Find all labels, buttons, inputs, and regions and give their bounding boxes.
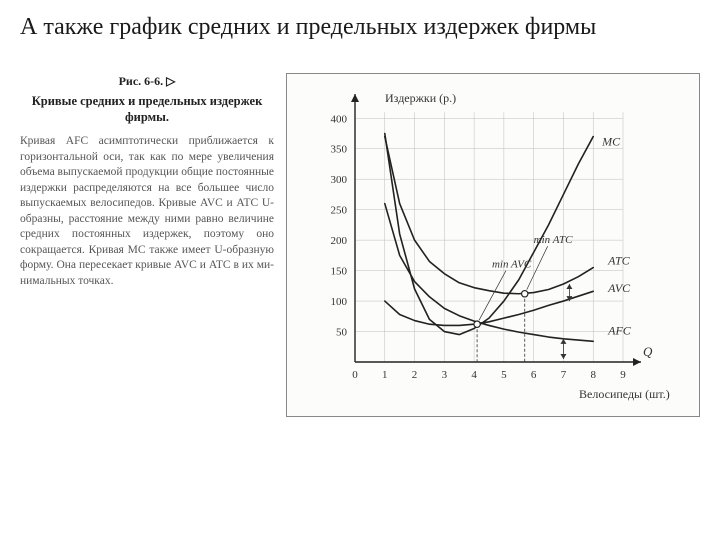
figure-caption: Кривые средних и предельных издержек фир… (20, 93, 274, 127)
chart-container: 0 1 2 3 4 5 6 7 8 9 50 100 150 200 250 300 350 400 Издержк… (286, 73, 700, 417)
cost-curves-chart: 0 1 2 3 4 5 6 7 8 9 50 100 150 200 250 300 350 400 Издержк… (303, 80, 683, 410)
figure-body: Кривая AFC асимптотически приближается к… (20, 134, 274, 289)
svg-text:200: 200 (331, 235, 348, 247)
svg-text:AVC: AVC (607, 281, 631, 295)
svg-text:8: 8 (590, 369, 596, 381)
svg-text:3: 3 (442, 369, 448, 381)
page-title: А также график средних и предельных изде… (20, 14, 700, 41)
svg-text:9: 9 (620, 369, 626, 381)
svg-text:350: 350 (331, 144, 348, 156)
svg-text:100: 100 (331, 296, 348, 308)
svg-text:0: 0 (352, 369, 358, 381)
svg-text:250: 250 (331, 205, 348, 217)
svg-text:min ATC: min ATC (534, 234, 573, 246)
svg-text:50: 50 (336, 327, 348, 339)
svg-text:Издержки (р.): Издержки (р.) (385, 91, 456, 105)
svg-text:300: 300 (331, 174, 348, 186)
svg-text:AFC: AFC (607, 324, 632, 338)
svg-text:2: 2 (412, 369, 418, 381)
svg-text:Велосипеды (шт.): Велосипеды (шт.) (579, 387, 670, 401)
svg-text:150: 150 (331, 266, 348, 278)
svg-text:ATC: ATC (607, 254, 631, 268)
svg-text:5: 5 (501, 369, 507, 381)
figure-label: Рис. 6-6. ▷ (119, 74, 176, 88)
svg-text:Q: Q (643, 344, 653, 359)
svg-text:400: 400 (331, 113, 348, 125)
svg-text:7: 7 (561, 369, 567, 381)
svg-text:MC: MC (601, 135, 621, 149)
svg-text:1: 1 (382, 369, 388, 381)
svg-text:min AVC: min AVC (492, 259, 532, 271)
svg-text:6: 6 (531, 369, 537, 381)
content: Рис. 6-6. ▷ Кривые средних и предельных … (20, 73, 700, 417)
figure-text: Рис. 6-6. ▷ Кривые средних и предельных … (20, 73, 278, 417)
svg-text:4: 4 (471, 369, 477, 381)
